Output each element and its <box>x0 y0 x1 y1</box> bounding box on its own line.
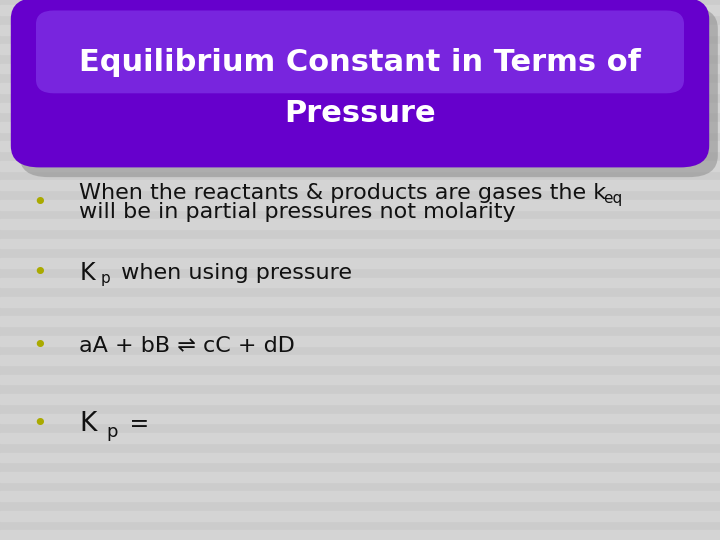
Bar <box>0 141 720 151</box>
FancyBboxPatch shape <box>11 0 709 167</box>
Text: When the reactants & products are gases the k: When the reactants & products are gases … <box>79 183 606 204</box>
Bar <box>0 433 720 443</box>
Text: Pressure: Pressure <box>284 99 436 128</box>
Bar <box>0 180 720 190</box>
Bar <box>0 5 720 15</box>
Bar <box>0 394 720 404</box>
Bar <box>0 491 720 501</box>
Text: when using pressure: when using pressure <box>114 262 352 283</box>
Bar <box>0 44 720 54</box>
Bar <box>0 297 720 307</box>
Bar <box>0 239 720 248</box>
Bar <box>0 453 720 462</box>
Text: K: K <box>79 411 96 437</box>
Bar <box>0 122 720 132</box>
Text: •: • <box>32 261 47 285</box>
Bar <box>0 355 720 365</box>
Bar <box>0 375 720 384</box>
Bar <box>0 472 720 482</box>
Bar <box>0 161 720 171</box>
Bar <box>0 278 720 287</box>
Bar <box>0 103 720 112</box>
Text: will be in partial pressures not molarity: will be in partial pressures not molarit… <box>79 201 516 222</box>
Text: aA + bB ⇌ cC + dD: aA + bB ⇌ cC + dD <box>79 335 295 356</box>
Bar <box>0 83 720 93</box>
Bar <box>0 25 720 35</box>
Bar <box>0 64 720 73</box>
Bar <box>0 511 720 521</box>
FancyBboxPatch shape <box>36 10 684 93</box>
Bar <box>0 316 720 326</box>
Text: p: p <box>107 423 118 441</box>
Bar <box>0 414 720 423</box>
Text: •: • <box>32 334 47 357</box>
Text: •: • <box>32 191 47 214</box>
Text: K: K <box>79 261 95 285</box>
Bar <box>0 219 720 229</box>
Text: •: • <box>32 412 47 436</box>
Bar <box>0 200 720 210</box>
Bar <box>0 258 720 268</box>
FancyBboxPatch shape <box>19 7 718 177</box>
Bar <box>0 336 720 346</box>
Text: eq: eq <box>603 191 623 206</box>
Text: p: p <box>101 271 111 286</box>
Bar <box>0 530 720 540</box>
Text: =: = <box>122 412 150 436</box>
Text: Equilibrium Constant in Terms of: Equilibrium Constant in Terms of <box>79 48 641 77</box>
